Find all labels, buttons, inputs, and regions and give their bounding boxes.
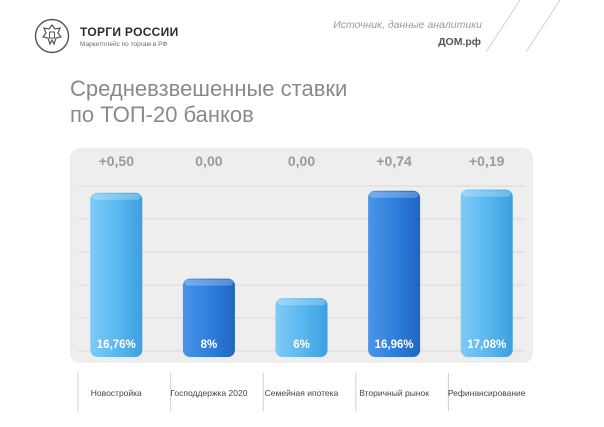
source-label: Источник, данные аналитики: [333, 19, 482, 31]
brand-title: ТОРГИ РОССИИ: [80, 25, 179, 39]
category-label-1: Новостройка: [90, 388, 142, 398]
bar-2: [182, 278, 235, 357]
page-title: Средневзвешенные ставки по ТОП-20 банков: [70, 76, 347, 128]
category-label-2: Господдержка 2020: [170, 388, 248, 398]
change-label-5: +0,19: [469, 153, 505, 169]
bar-value-label-4: 16,96%: [375, 339, 414, 351]
brand-subtitle: Маркетплейс по торгам в РФ: [80, 41, 168, 48]
change-label-3: 0,00: [288, 153, 315, 169]
category-label-3: Семейная ипотека: [264, 388, 339, 398]
torgi-logo-icon: [34, 18, 70, 54]
change-label-4: +0,74: [376, 153, 412, 169]
bar-value-label-5: 17,08%: [467, 339, 506, 351]
title-line-2: по ТОП-20 банков: [70, 102, 254, 127]
bar-4: [368, 190, 421, 357]
title-line-1: Средневзвешенные ставки: [70, 76, 348, 101]
change-label-1: +0,50: [99, 153, 135, 169]
source-name: ДОМ.рф: [438, 36, 481, 48]
change-label-2: 0,00: [195, 153, 222, 169]
bar-1: [90, 192, 143, 357]
bar-3: [275, 298, 328, 357]
bar-cap-1: [92, 193, 141, 200]
bar-cap-4: [370, 191, 419, 198]
bar-value-label-3: 6%: [293, 339, 310, 351]
bar-value-label-1: 16,76%: [97, 339, 136, 351]
bar-value-label-2: 8%: [201, 339, 218, 351]
category-label-5: Рефинансирование: [447, 388, 526, 398]
bar-cap-3: [277, 299, 326, 306]
bar-cap-2: [184, 279, 233, 286]
category-label-4: Вторичный рынок: [359, 388, 429, 398]
bar-5: [460, 189, 513, 357]
bar-cap-5: [462, 190, 511, 197]
